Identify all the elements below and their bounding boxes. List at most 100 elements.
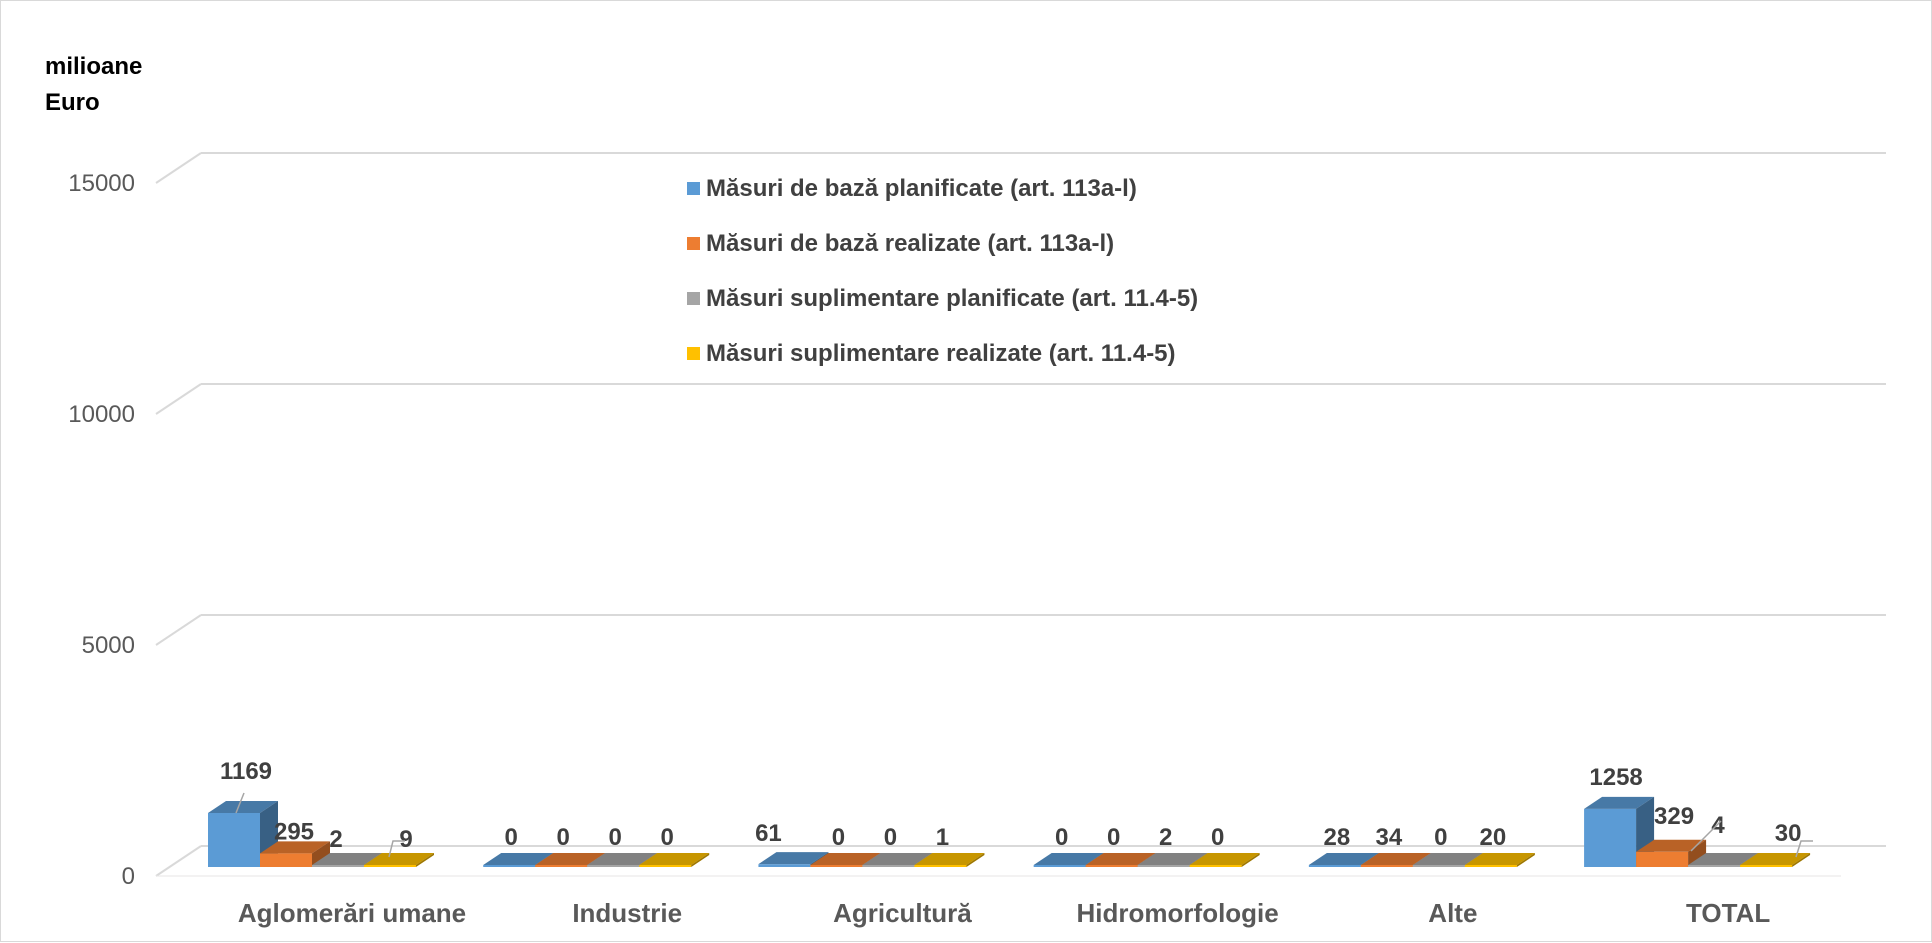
- bar-front: [364, 865, 416, 867]
- gridline-diagonal: [155, 152, 202, 184]
- data-label: 28: [1324, 824, 1351, 851]
- data-label: 0: [1434, 824, 1447, 851]
- bar-side: [1241, 853, 1260, 867]
- bar-front: [1085, 865, 1138, 867]
- bar-top: [758, 852, 829, 865]
- data-label: 1258: [1589, 764, 1642, 791]
- bar-front: [914, 865, 967, 867]
- bar-front: [810, 865, 863, 867]
- bar-front: [1308, 865, 1361, 867]
- legend-item-supplementary-planned: Măsuri suplimentare planificate (art. 11…: [687, 271, 1198, 326]
- bar-front: [1360, 865, 1413, 867]
- bar-top: [587, 853, 658, 865]
- y-unit-label: milioane Euro: [45, 49, 205, 121]
- data-label: 1: [936, 824, 949, 851]
- legend-item-base-realized: Măsuri de bază realizate (art. 113a-l): [687, 216, 1198, 271]
- bar-front: [483, 865, 536, 867]
- data-label: 0: [832, 824, 845, 851]
- data-label: 2: [1159, 824, 1172, 851]
- x-category-label: Industrie: [572, 898, 682, 928]
- y-tick-label: 0: [122, 863, 135, 890]
- bar-top: [1189, 853, 1260, 865]
- bar-top: [312, 853, 382, 865]
- bar-front: [1636, 851, 1689, 867]
- data-label: 0: [505, 824, 518, 851]
- bar-side: [966, 853, 985, 867]
- y-unit-label-line-1: milioane: [45, 53, 143, 80]
- leader-line: [388, 840, 405, 858]
- legend-label-supplementary-realized: Măsuri suplimentare realizate (art. 11.4…: [706, 339, 1176, 367]
- data-label: 2: [329, 826, 342, 853]
- legend-item-supplementary-realized: Măsuri suplimentare realizate (art. 11.4…: [687, 326, 1198, 381]
- bar-front: [1137, 865, 1190, 867]
- data-label: 1169: [220, 758, 272, 785]
- x-category-label: Agricultură: [833, 898, 972, 928]
- legend-swatch-supplementary-realized: [687, 347, 700, 360]
- legend-item-base-planned: Măsuri de bază planificate (art. 113a-l): [687, 161, 1198, 216]
- bar-top: [1412, 853, 1483, 865]
- bar-front: [1189, 865, 1242, 867]
- gridline-diagonal: [155, 845, 202, 877]
- legend-label-base-planned: Măsuri de bază planificate (art. 113a-l): [706, 174, 1137, 202]
- bar-front: [758, 864, 811, 867]
- bar-top: [260, 841, 330, 854]
- data-label: 61: [755, 820, 782, 847]
- gridline-diagonal: [155, 383, 202, 415]
- bar-side: [1792, 853, 1811, 867]
- bar-front: [639, 865, 692, 867]
- legend-swatch-base-realized: [687, 237, 700, 250]
- data-label: 20: [1480, 824, 1507, 851]
- leader-line: [1690, 820, 1722, 852]
- legend-label-base-realized: Măsuri de bază realizate (art. 113a-l): [706, 229, 1115, 257]
- legend-label-supplementary-planned: Măsuri suplimentare planificate (art. 11…: [706, 284, 1199, 312]
- bar-top: [1464, 853, 1535, 865]
- data-label: 4: [1711, 812, 1725, 839]
- bar-front: [312, 865, 364, 867]
- legend: Măsuri de bază planificate (art. 113a-l)…: [687, 161, 1198, 381]
- bar-side: [416, 853, 434, 867]
- data-label: 0: [661, 824, 674, 851]
- y-tick-label: 5000: [82, 632, 135, 659]
- y-tick-label: 10000: [68, 401, 135, 428]
- gridline-diagonal: [155, 614, 202, 646]
- data-label: 0: [1055, 824, 1068, 851]
- data-label: 329: [1654, 803, 1694, 830]
- bar-front: [1740, 865, 1793, 867]
- bar-top: [1584, 796, 1655, 809]
- bar-front: [1033, 865, 1086, 867]
- data-label: 30: [1775, 820, 1802, 847]
- bar-top: [1740, 853, 1811, 865]
- bar-top: [639, 853, 710, 865]
- bar-top: [810, 853, 881, 865]
- x-category-label: Alte: [1428, 898, 1477, 928]
- bar-front: [1584, 808, 1637, 867]
- data-label: 295: [274, 818, 314, 845]
- data-label: 0: [1107, 824, 1120, 851]
- bar-front: [535, 865, 588, 867]
- bar-front: [587, 865, 640, 867]
- bar-front: [1688, 865, 1741, 867]
- bar-top: [914, 853, 985, 865]
- bar-top: [1137, 853, 1208, 865]
- bar-top: [535, 853, 606, 865]
- bar-top: [1688, 853, 1759, 865]
- data-label: 0: [884, 824, 897, 851]
- y-tick-label: 15000: [68, 170, 135, 197]
- bar-side: [1516, 853, 1535, 867]
- leader-line: [1795, 840, 1813, 858]
- bar-front: [208, 812, 260, 867]
- bar-front: [260, 853, 312, 867]
- bar-side: [312, 841, 330, 867]
- x-category-label: TOTAL: [1686, 898, 1770, 928]
- y-unit-label-line-2: Euro: [45, 89, 100, 116]
- bar-top: [1636, 839, 1707, 852]
- bar-front: [1464, 865, 1517, 867]
- bar-top: [208, 800, 278, 813]
- leader-line: [235, 792, 245, 814]
- bar-side: [1688, 839, 1707, 867]
- bar-top: [862, 853, 933, 865]
- data-label: 0: [609, 824, 622, 851]
- bar-top: [1085, 853, 1156, 865]
